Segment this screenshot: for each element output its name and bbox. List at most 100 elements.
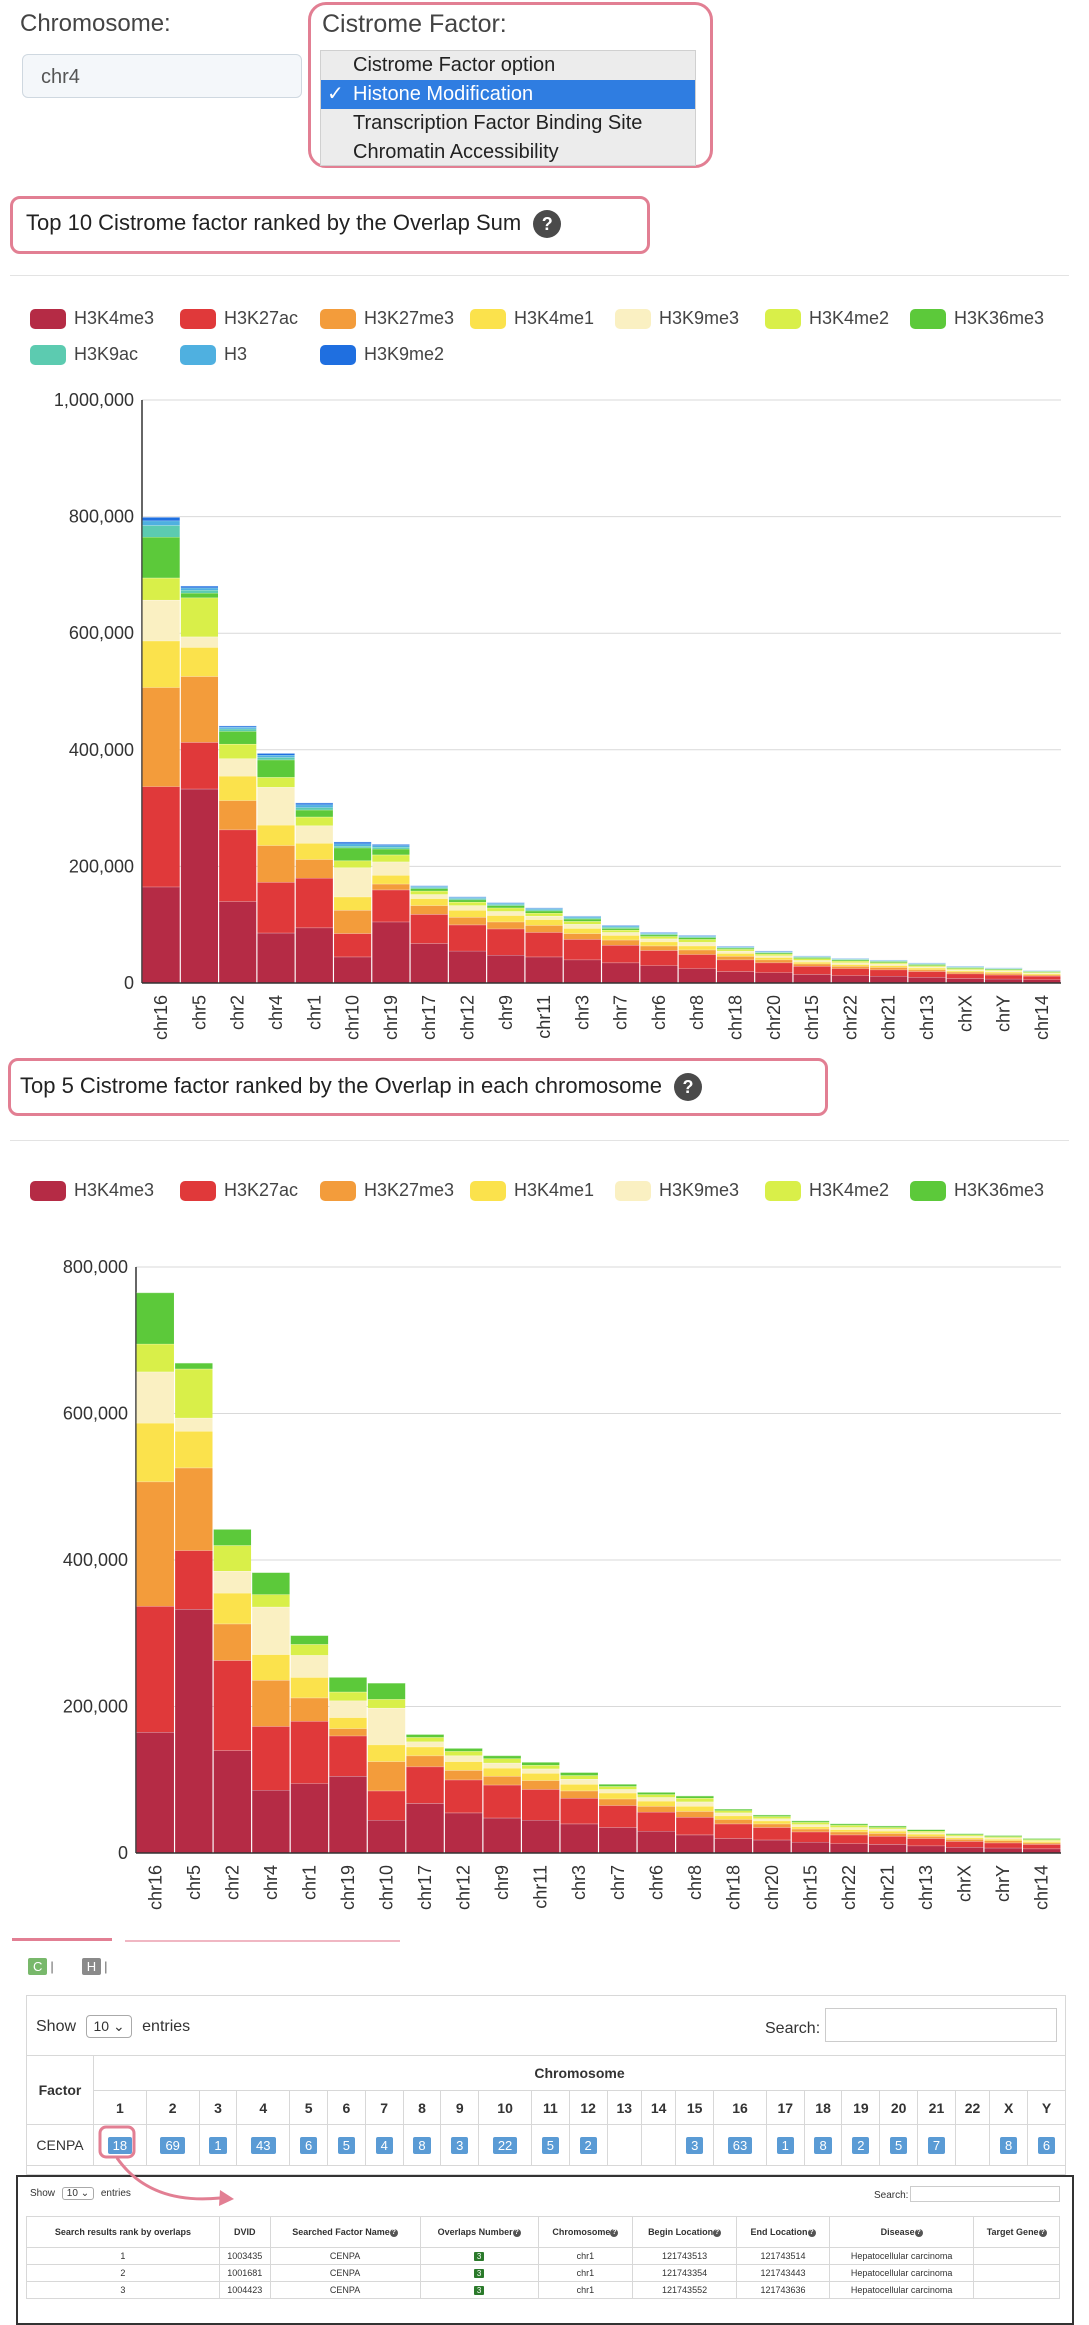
bar-segment-chr19-h3k4me3[interactable]	[372, 921, 410, 983]
legend-item-h3k27me3[interactable]: H3K27me3	[320, 1180, 454, 1202]
bar-segment-chr9-h3k36me3[interactable]	[487, 905, 525, 908]
bar-segment-chr16-h3k36me3[interactable]	[142, 537, 180, 578]
bar-segment-chr1-h3k9ac[interactable]	[295, 807, 333, 810]
bar-segment-chr18-h3k27ac[interactable]	[716, 959, 755, 972]
bar-segment-chr1-h3k4me2[interactable]	[295, 816, 333, 826]
bar-segment-chr15-h3k9me3[interactable]	[793, 960, 831, 963]
overlaps-badge[interactable]: 3	[473, 2286, 485, 2295]
bar-segment-chr21-h3k27ac[interactable]	[868, 1836, 907, 1845]
bar-segment-chr20-h3k4me2[interactable]	[755, 953, 793, 956]
legend-item-h3k4me2[interactable]: H3K4me2	[765, 308, 889, 330]
bar-segment-chr6-h3k4me1[interactable]	[637, 1800, 676, 1807]
legend-item-h3k9me3[interactable]: H3K9me3	[615, 308, 739, 330]
bar-segment-chrX-h3k9me3[interactable]	[946, 969, 984, 971]
bar-segment-chr18-h3k27me3[interactable]	[714, 1819, 753, 1824]
bar-segment-chr1-h3k27me3[interactable]	[290, 1697, 329, 1722]
bar-segment-chr19-h3k9me3[interactable]	[372, 861, 410, 876]
bar-segment-chr11-h3k27ac[interactable]	[521, 1789, 560, 1821]
column-header[interactable]: 19	[841, 2090, 881, 2125]
bar-segment-chr3-h3k4me1[interactable]	[563, 928, 601, 934]
bar-segment-chr20-h3k36me3[interactable]	[755, 952, 793, 954]
help-icon[interactable]: ?	[512, 2228, 521, 2237]
bar-segment-chr2-h3k4me2[interactable]	[213, 1545, 252, 1571]
column-header[interactable]: 6	[326, 2090, 366, 2125]
bar-segment-chr19-h3k9me3[interactable]	[329, 1700, 367, 1718]
bar-segment-chr9-h3k9me3[interactable]	[483, 1762, 521, 1769]
bar-segment-chr16-h3k9ac[interactable]	[142, 525, 180, 538]
bar-segment-chr3-h3k9me3[interactable]	[563, 924, 601, 929]
bar-segment-chr10-h3k4me2[interactable]	[334, 860, 372, 868]
bar-segment-chr21-h3k4me2[interactable]	[868, 1827, 907, 1829]
bar-segment-chr11-h3k4me1[interactable]	[525, 919, 563, 926]
disease-cell[interactable]: Hepatocellular carcinoma	[828, 2264, 975, 2282]
bar-segment-chr8-h3k9me3[interactable]	[678, 942, 716, 946]
bar-segment-chr3-h3k27me3[interactable]	[560, 1790, 598, 1799]
bar-segment-chr10-h3k4me1[interactable]	[367, 1744, 406, 1762]
bar-segment-chr13-h3k4me1[interactable]	[908, 967, 946, 970]
bar-segment-chr5-h3k27me3[interactable]	[175, 1467, 213, 1551]
bar-segment-chr8-h3k36me3[interactable]	[678, 937, 716, 940]
bar-segment-chr16-h3k9me3[interactable]	[136, 1371, 174, 1424]
bar-segment-chr16-h3k9me3[interactable]	[142, 599, 180, 641]
bar-segment-chr17-h3[interactable]	[410, 886, 448, 888]
table1-search-input[interactable]	[825, 2008, 1057, 2042]
bar-segment-chr22-h3k4me1[interactable]	[830, 1829, 868, 1832]
bar-segment-chr2-h3[interactable]	[219, 727, 257, 729]
legend-item-h3k27me3[interactable]: H3K27me3	[320, 308, 454, 330]
bar-segment-chr7-h3k9me3[interactable]	[602, 932, 640, 936]
bar-segment-chr4-h3k27me3[interactable]	[252, 1680, 290, 1727]
bar-segment-chr4-h3k9ac[interactable]	[257, 757, 295, 760]
bar-segment-chrY-h3k27ac[interactable]	[984, 1842, 1022, 1848]
bar-segment-chr12-h3k9me3[interactable]	[444, 1755, 483, 1762]
bar-segment-chr6-h3k4me2[interactable]	[637, 1794, 676, 1798]
count-badge[interactable]: 6	[1037, 2136, 1056, 2154]
cistrome-option[interactable]: Cistrome Factor option	[353, 54, 556, 76]
bar-segment-chr14-h3k27ac[interactable]	[1023, 1844, 1061, 1849]
bar-segment-chr6-h3k27ac[interactable]	[640, 950, 678, 966]
legend-item-h3k9me2[interactable]: H3K9me2	[320, 344, 444, 366]
column-header[interactable]: Disease?	[828, 2216, 975, 2248]
bar-segment-chrX-h3k27me3[interactable]	[946, 971, 984, 974]
bar-segment-chr13-h3k4me2[interactable]	[907, 1831, 945, 1833]
bar-segment-chr13-h3k27me3[interactable]	[908, 969, 946, 972]
bar-segment-chr8-h3k27ac[interactable]	[676, 1817, 714, 1835]
bar-segment-chr21-h3k4me1[interactable]	[870, 965, 908, 968]
bar-segment-chr8-h3k36me3[interactable]	[676, 1795, 714, 1799]
bar-segment-chr12-h3k4me2[interactable]	[444, 1751, 483, 1756]
bar-segment-chr4-h3k9me2[interactable]	[257, 753, 295, 756]
bar-segment-chr7-h3k27me3[interactable]	[599, 1798, 637, 1806]
bar-segment-chr7-h3k4me3[interactable]	[602, 962, 640, 983]
bar-segment-chr3-h3k36me3[interactable]	[560, 1772, 598, 1776]
bar-segment-chr13-h3k27me3[interactable]	[907, 1836, 945, 1839]
bar-segment-chr11-h3k4me2[interactable]	[521, 1765, 560, 1769]
bar-segment-chr12-h3k27ac[interactable]	[444, 1779, 483, 1813]
bar-segment-chr11-h3k9ac[interactable]	[525, 909, 563, 911]
bar-segment-chr2-h3k4me3[interactable]	[219, 901, 257, 983]
bar-segment-chrX-h3k27ac[interactable]	[946, 973, 984, 979]
bar-segment-chr22-h3k4me2[interactable]	[830, 1825, 868, 1828]
bar-segment-chr16-h3k4me1[interactable]	[136, 1423, 174, 1482]
bar-segment-chr19-h3k9me2[interactable]	[372, 844, 410, 846]
bar-segment-chr15-h3k4me3[interactable]	[791, 1842, 830, 1853]
bar-segment-chr9-h3k4me2[interactable]	[483, 1758, 521, 1763]
bar-segment-chr14-h3k4me3[interactable]	[1023, 1848, 1061, 1853]
bar-segment-chr3-h3k4me1[interactable]	[560, 1784, 598, 1791]
bar-segment-chr5-h3k4me2[interactable]	[180, 597, 219, 637]
bar-segment-chr9-h3k4me3[interactable]	[483, 1817, 521, 1853]
bar-segment-chr22-h3k4me2[interactable]	[831, 960, 869, 963]
bar-segment-chr17-h3k4me1[interactable]	[410, 898, 448, 906]
bar-segment-chrY-h3k4me3[interactable]	[984, 1847, 1022, 1853]
bar-segment-chr3-h3k9ac[interactable]	[563, 917, 601, 919]
bar-segment-chr16-h3k4me3[interactable]	[142, 886, 180, 983]
bar-segment-chrX-h3k4me1[interactable]	[946, 970, 984, 972]
bar-segment-chr7-h3k4me1[interactable]	[602, 935, 640, 940]
legend-item-h3k36me3[interactable]: H3K36me3	[910, 1180, 1044, 1202]
bar-segment-chr6-h3k27me3[interactable]	[640, 945, 678, 951]
bar-segment-chr17-h3k9me3[interactable]	[406, 1741, 444, 1747]
bar-segment-chrX-h3k36me3[interactable]	[945, 1833, 984, 1835]
bar-segment-chr21-h3k4me3[interactable]	[870, 976, 908, 983]
bar-segment-chr1-h3k9me3[interactable]	[295, 825, 333, 844]
bar-segment-chr5-h3k27me3[interactable]	[180, 676, 219, 743]
bar-segment-chr17-h3k4me3[interactable]	[406, 1803, 444, 1853]
bar-segment-chr3-h3[interactable]	[563, 916, 601, 918]
